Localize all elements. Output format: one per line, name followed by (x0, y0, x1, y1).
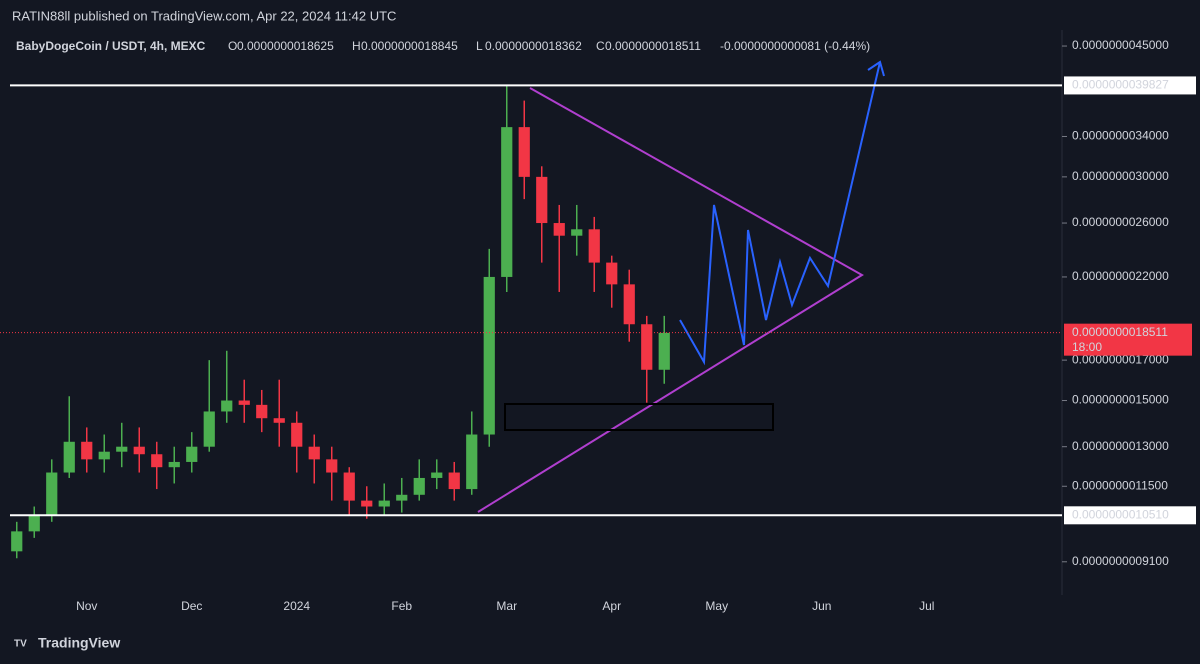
x-tick-label: Nov (76, 599, 97, 613)
ohlc-value: 0.0000000018511 (605, 39, 701, 53)
y-tick-label: 0.0000000013000 (1072, 439, 1169, 453)
support-box (504, 403, 774, 431)
brand: TradingView (38, 635, 120, 651)
candle-body (641, 324, 653, 370)
ohlc-key: H (352, 39, 361, 53)
projection-arrow (867, 60, 885, 77)
candle-body (343, 472, 355, 501)
symbol-title: BabyDogeCoin / USDT, 4h, MEXC (16, 39, 206, 53)
x-tick-label: Jul (919, 599, 934, 613)
candle-body (168, 461, 180, 468)
candle-body (28, 515, 40, 532)
y-tick-label: 0.0000000022000 (1072, 269, 1169, 283)
candle-body (308, 446, 320, 460)
candle-body (133, 446, 145, 455)
countdown: 18:00 (1072, 340, 1102, 354)
candle-body (413, 477, 425, 495)
candle-body (518, 127, 530, 177)
candle-body (116, 446, 128, 452)
logo-mark: TV (14, 639, 27, 650)
ohlc-key: L (476, 39, 483, 53)
candle-body (63, 441, 75, 473)
candle-body (361, 500, 373, 507)
last-price-box (1064, 323, 1192, 356)
ohlc-value: 0.0000000018625 (237, 39, 334, 53)
candle-body (536, 176, 548, 224)
candle-body (221, 400, 233, 412)
candle-body (501, 127, 513, 277)
y-tick-label: 0.0000000015000 (1072, 393, 1169, 407)
candle-body (326, 459, 338, 473)
level-label-box (1064, 506, 1196, 525)
level-label-box (1064, 76, 1196, 95)
candle-body (291, 422, 303, 447)
candle-body (273, 418, 285, 423)
candle-body (256, 404, 268, 419)
candle-body (658, 332, 670, 370)
y-tick-label: 0.0000000030000 (1072, 169, 1169, 183)
publisher: RATIN88ll published on TradingView.com, … (12, 8, 396, 23)
y-tick-label: 0.0000000034000 (1072, 129, 1169, 143)
y-tick-label: 0.0000000011500 (1072, 478, 1168, 492)
y-tick-label: 0.0000000017000 (1072, 352, 1169, 366)
candle-body (98, 451, 110, 460)
candle-body (203, 411, 215, 447)
ohlc-key: C (596, 39, 605, 53)
triangle (477, 87, 864, 513)
ohlc-value: 0.0000000018845 (361, 39, 458, 53)
level-label: 0.0000000010510 (1072, 507, 1169, 521)
x-tick-label: Dec (181, 599, 202, 613)
candle-body (378, 500, 390, 507)
candle-body (483, 276, 495, 435)
candle-body (151, 454, 163, 468)
x-tick-label: Mar (496, 599, 517, 613)
candle-body (431, 472, 443, 478)
candle-body (186, 446, 198, 462)
candle-body (553, 223, 565, 236)
ohlc-key: O (228, 39, 237, 53)
level-label: 0.0000000039827 (1072, 78, 1169, 92)
x-tick-label: Apr (602, 599, 621, 613)
y-tick-label: 0.0000000045000 (1072, 38, 1169, 52)
candle-body (81, 441, 93, 460)
candle-body (448, 472, 460, 490)
y-tick-label: 0.0000000009100 (1072, 554, 1169, 568)
candle-body (238, 400, 250, 405)
x-tick-label: Jun (812, 599, 831, 613)
candle-body (396, 494, 408, 501)
projection-path (679, 61, 881, 366)
candle-body (571, 229, 583, 236)
x-tick-label: Feb (391, 599, 412, 613)
candle-body (623, 284, 635, 325)
candle-body (466, 434, 478, 490)
x-tick-label: May (705, 599, 728, 613)
change: -0.0000000000081 (-0.44%) (720, 39, 870, 53)
y-tick-label: 0.0000000026000 (1072, 215, 1169, 229)
candle-body (11, 531, 23, 552)
candle-body (588, 229, 600, 263)
candle-body (606, 262, 618, 285)
drawings (477, 60, 885, 513)
ohlc-value: 0.0000000018362 (485, 39, 582, 53)
last-price-label: 0.0000000018511 (1072, 325, 1168, 339)
x-tick-label: 2024 (283, 599, 310, 613)
candle-body (46, 472, 58, 516)
